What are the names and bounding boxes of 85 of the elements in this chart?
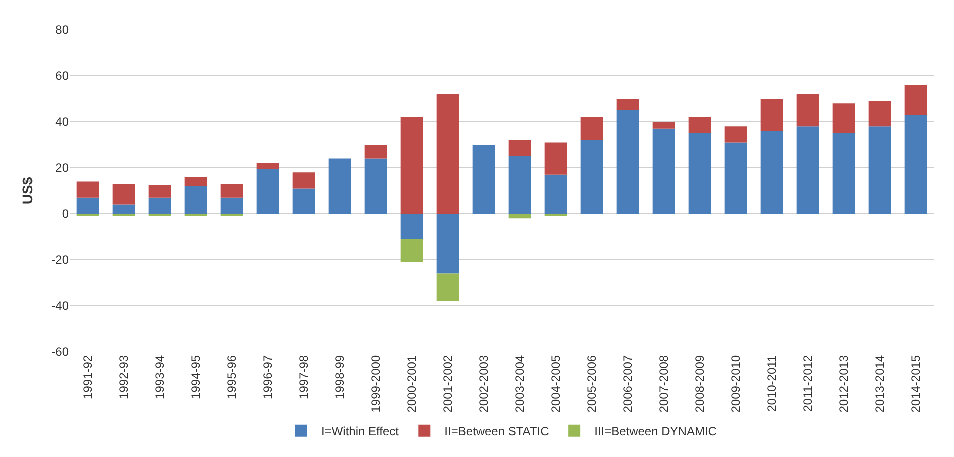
y-tick-label: -40 <box>52 299 70 314</box>
x-tick-label: 1994-95 <box>188 355 203 400</box>
bar <box>400 239 424 262</box>
y-axis-title: US$ <box>19 177 36 205</box>
bar <box>832 134 856 214</box>
x-tick-label: 1991-92 <box>80 355 95 400</box>
bar <box>436 274 460 302</box>
bar <box>544 174 568 214</box>
x-tick-label: 2011-2012 <box>800 355 815 412</box>
bar <box>292 188 316 214</box>
bar <box>148 185 172 198</box>
y-tick-label: -60 <box>52 345 70 360</box>
x-tick-label: 2010-2011 <box>764 355 779 412</box>
legend-label: I=Within Effect <box>322 424 400 439</box>
bar <box>904 115 928 214</box>
bar <box>796 126 820 214</box>
bar <box>580 117 604 140</box>
x-tick-label: 2003-2004 <box>512 355 527 413</box>
bar <box>364 158 388 214</box>
bar <box>148 198 172 214</box>
bar <box>652 122 676 129</box>
bar <box>364 145 388 159</box>
x-tick-label: 1996-97 <box>260 355 275 400</box>
y-tick-label: 80 <box>56 23 70 38</box>
legend-label: III=Between DYNAMIC <box>594 424 718 439</box>
x-tick-label: 2006-2007 <box>620 355 635 413</box>
x-tick-label: 2000-2001 <box>404 355 419 413</box>
x-tick-label: 2004-2005 <box>548 355 563 413</box>
bar <box>112 204 136 214</box>
bar <box>652 128 676 214</box>
x-tick-label: 2001-2002 <box>440 355 455 413</box>
bar <box>292 172 316 189</box>
bar <box>868 126 892 214</box>
bar <box>220 184 244 198</box>
bar <box>724 142 748 214</box>
bar <box>508 214 532 219</box>
y-tick-label: -20 <box>52 253 70 268</box>
bar <box>832 104 856 134</box>
bar <box>112 184 136 205</box>
bar <box>760 99 784 132</box>
x-tick-label: 2014-2015 <box>908 355 923 413</box>
x-tick-label: 1997-98 <box>296 355 311 400</box>
bar <box>904 85 928 116</box>
bar <box>256 163 280 170</box>
bar <box>76 182 100 198</box>
bar <box>724 126 748 143</box>
x-tick-label: 1999-2000 <box>368 355 383 413</box>
bar <box>580 140 604 214</box>
y-tick-label: 0 <box>62 207 70 222</box>
bar <box>508 140 532 156</box>
x-tick-label: 2002-2003 <box>476 355 491 413</box>
bar <box>76 198 100 214</box>
bar <box>760 131 784 214</box>
bar <box>868 101 892 127</box>
y-tick-label: 40 <box>56 115 70 130</box>
x-tick-label: 2005-2006 <box>584 355 599 413</box>
y-tick-label: 20 <box>56 161 70 176</box>
y-tick-label: 60 <box>56 69 70 84</box>
bar <box>220 198 244 214</box>
legend-label: II=Between STATIC <box>444 424 550 439</box>
bar <box>688 117 712 134</box>
bar <box>616 99 640 110</box>
bar <box>472 145 496 214</box>
x-tick-label: 1998-99 <box>332 355 347 400</box>
x-tick-label: 2007-2008 <box>656 355 671 413</box>
x-tick-label: 1992-93 <box>116 355 131 400</box>
bar <box>616 110 640 214</box>
bar <box>436 214 460 274</box>
bar <box>184 186 208 214</box>
bar <box>508 156 532 214</box>
x-tick-label: 2009-2010 <box>728 355 743 413</box>
x-tick-label: 2008-2009 <box>692 355 707 413</box>
bar <box>256 169 280 214</box>
bar <box>400 214 424 240</box>
bar <box>328 158 352 214</box>
x-tick-label: 1995-96 <box>224 355 239 400</box>
bar <box>184 177 208 186</box>
bar <box>544 142 568 175</box>
bar <box>400 117 424 214</box>
bar <box>436 94 460 214</box>
x-tick-label: 2013-2014 <box>872 355 887 413</box>
x-tick-label: 1993-94 <box>152 355 167 400</box>
x-tick-label: 2012-2013 <box>836 355 851 413</box>
bar <box>688 134 712 214</box>
bar <box>796 94 820 127</box>
